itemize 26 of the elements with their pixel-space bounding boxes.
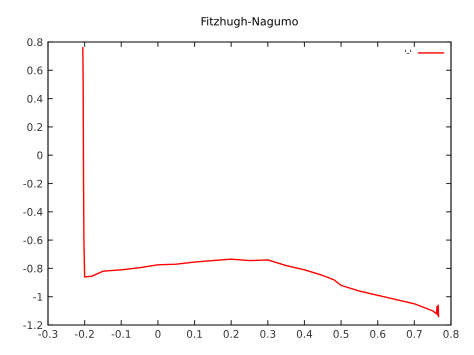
- legend-label: '-': [405, 50, 412, 54]
- x-tick-label: -0.2: [74, 330, 94, 338]
- x-tick-label: 0.7: [406, 330, 422, 338]
- x-tick-label: 0.2: [224, 330, 238, 338]
- y-tick-label: -0.6: [23, 236, 42, 244]
- x-tick-label: 0.6: [370, 330, 386, 338]
- y-tick-label: -0.2: [23, 180, 42, 188]
- y-tick-label: 0: [37, 151, 42, 160]
- y-tick-label: -0.4: [23, 208, 43, 216]
- x-tick-label: 0.8: [443, 330, 459, 338]
- x-tick-label: -0.1: [112, 330, 130, 338]
- x-tick-label: 0.4: [296, 330, 312, 338]
- x-tick-label: 0.3: [260, 330, 276, 338]
- y-tick-label: 0.6: [27, 66, 42, 74]
- y-tick-label: -1.2: [23, 321, 42, 329]
- x-tick-label: -0.3: [38, 330, 58, 338]
- x-tick-label: 0.5: [333, 330, 348, 338]
- y-tick-label: 0.2: [27, 123, 42, 132]
- y-tick-label: 0.8: [27, 38, 42, 46]
- y-tick-label: -0.8: [23, 264, 42, 273]
- chart-title: Fitzhugh-Nagumo: [202, 16, 298, 28]
- y-tick-label: 0.4: [27, 94, 43, 103]
- y-tick-label: -1: [33, 293, 42, 301]
- x-tick-label: 0: [155, 330, 161, 338]
- line-series: [82, 46, 440, 318]
- x-tick-label: 0.1: [186, 330, 202, 338]
